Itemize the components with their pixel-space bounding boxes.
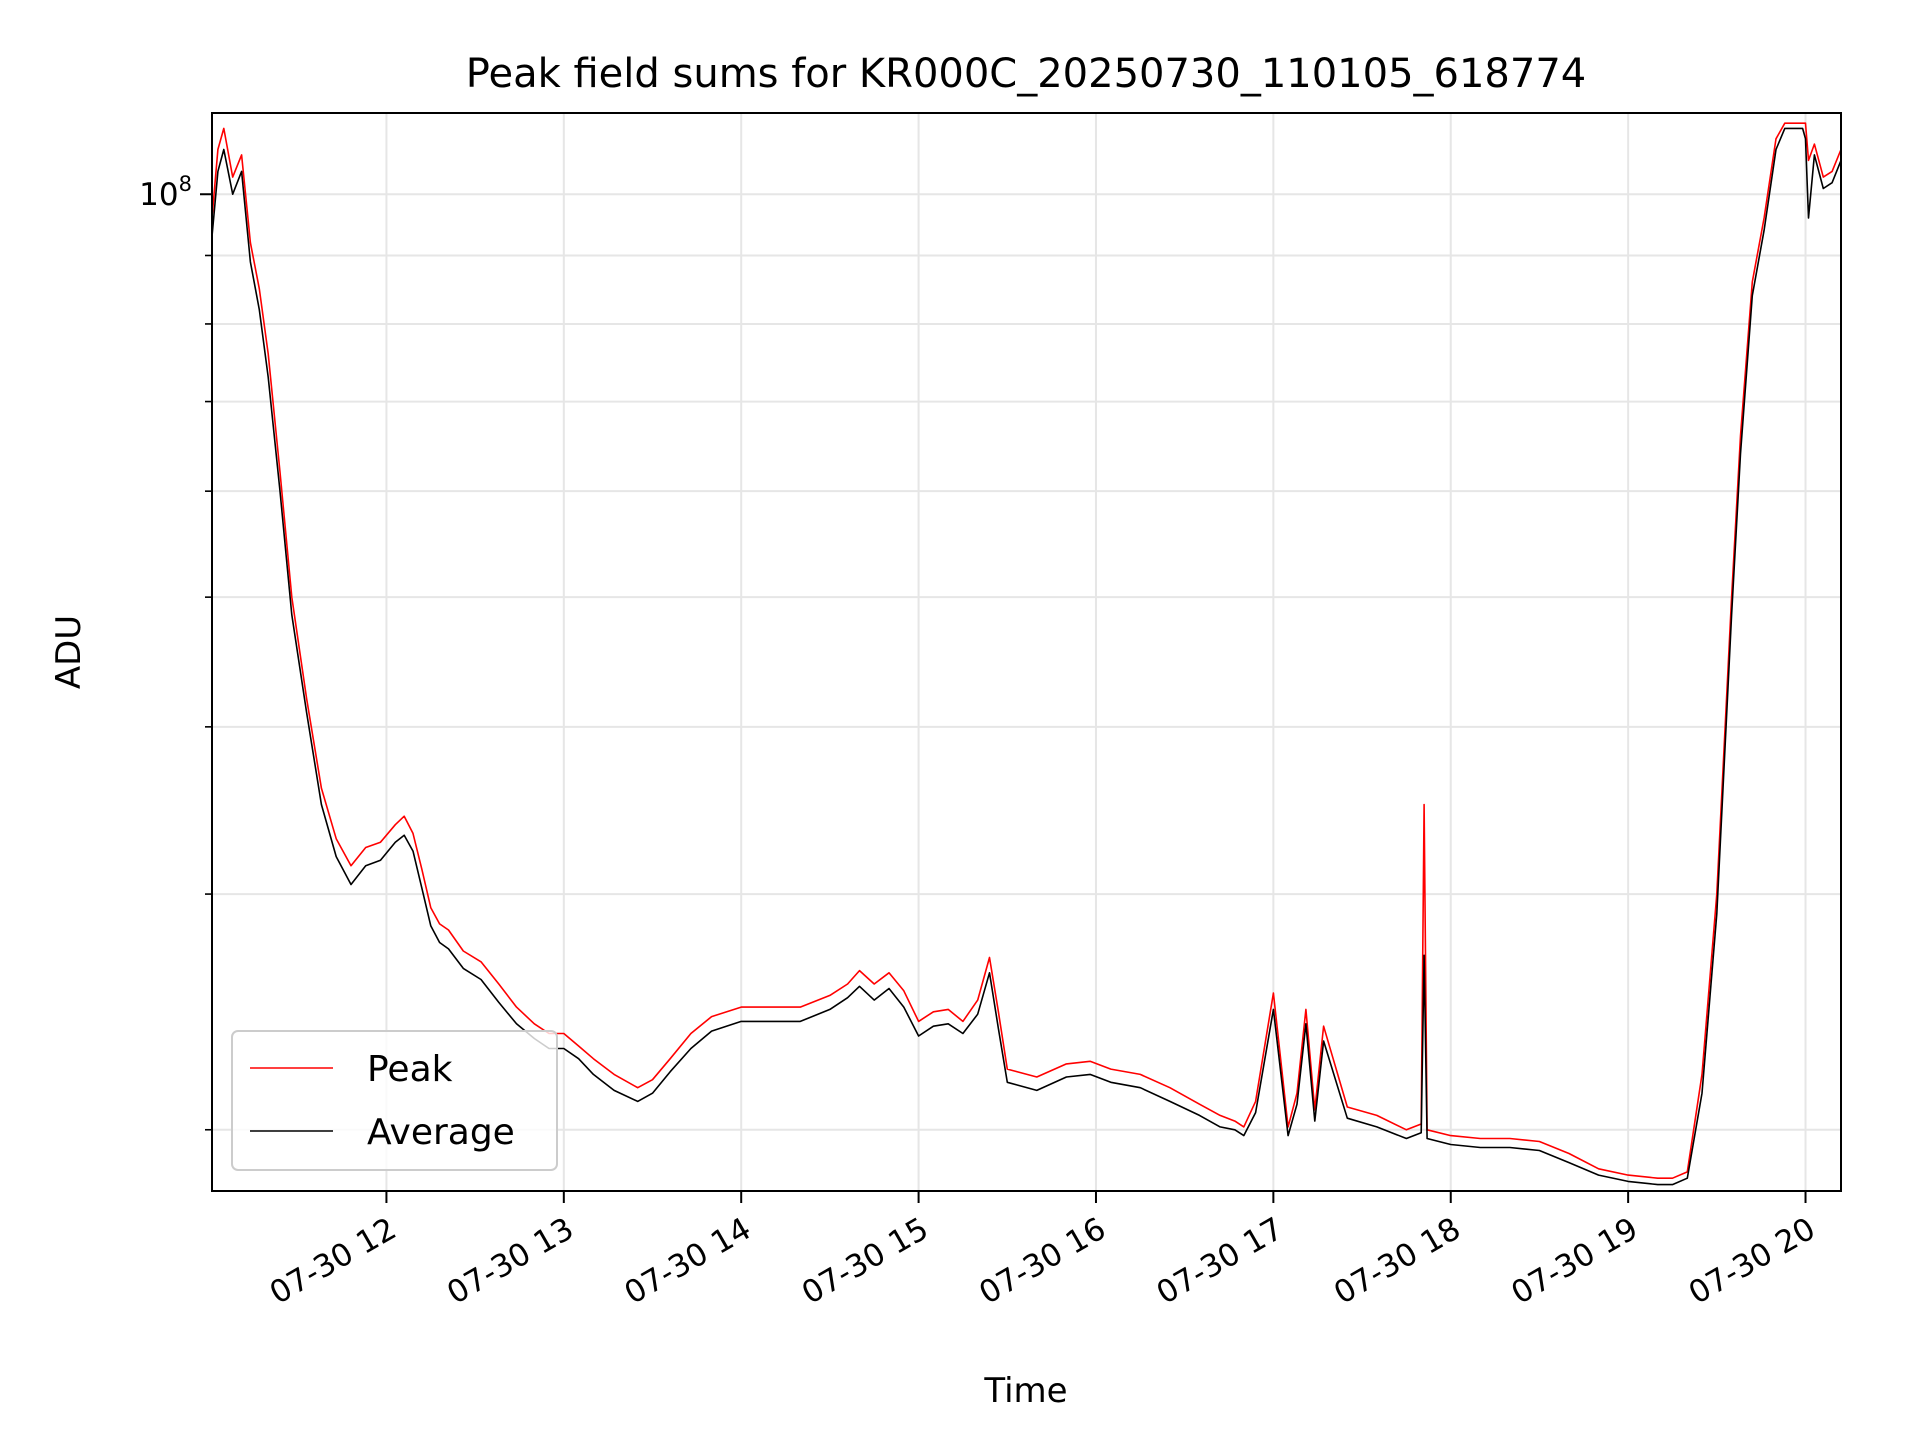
legend-box — [231, 1030, 558, 1171]
grid — [212, 113, 1841, 1191]
y-tick-label: 108 — [139, 172, 192, 213]
plot-area — [212, 113, 1841, 1191]
series-line-peak — [211, 122, 1842, 1179]
x-axis-label: Time — [983, 1371, 1067, 1411]
plot-frame — [211, 112, 1842, 1192]
series-layer — [211, 122, 1842, 1186]
legend-label-average: Average — [367, 1112, 515, 1153]
series-line-average — [211, 127, 1842, 1186]
legend: Peak Average — [231, 1030, 558, 1171]
y-axis: 108 — [139, 172, 212, 1131]
y-axis-label: ADU — [49, 615, 89, 689]
legend-label-peak: Peak — [367, 1049, 453, 1090]
chart-title: Peak field sums for KR000C_20250730_1101… — [466, 51, 1586, 97]
